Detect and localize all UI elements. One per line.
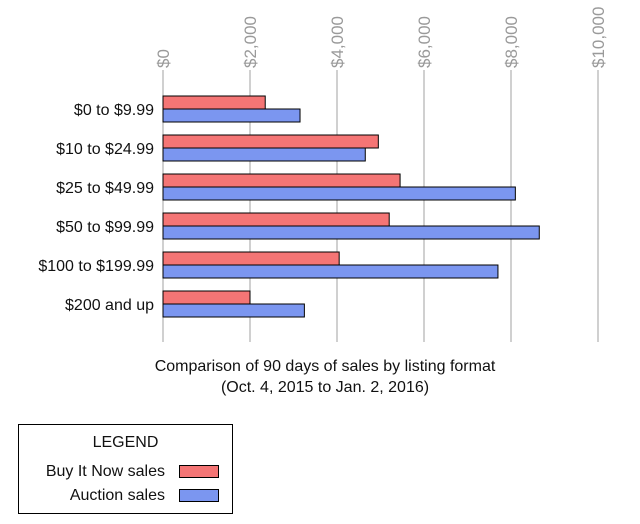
chart-caption-line1: Comparison of 90 days of sales by listin…	[155, 358, 496, 375]
legend-title: LEGEND	[92, 434, 159, 451]
category-label: $50 to $99.99	[56, 219, 154, 236]
bar-buy-it-now	[162, 134, 379, 149]
legend-swatch-auction	[179, 489, 219, 502]
x-tick-label: $2,000	[241, 16, 260, 68]
legend: LEGEND Buy It Now sales Auction sales	[18, 424, 233, 514]
bar-buy-it-now	[162, 173, 401, 188]
legend-item-auction: Auction sales	[19, 487, 232, 507]
category-label: $10 to $24.99	[56, 141, 154, 158]
legend-label-buy-it-now: Buy It Now sales	[45, 463, 165, 480]
legend-item-buy-it-now: Buy It Now sales	[19, 463, 232, 483]
x-tick-label: $10,000	[589, 7, 608, 68]
x-tick-label: $0	[154, 49, 173, 68]
chart-caption-line2: (Oct. 4, 2015 to Jan. 2, 2016)	[221, 379, 429, 396]
bars	[162, 95, 540, 318]
bar-auction	[162, 147, 366, 162]
bar-auction	[162, 264, 499, 279]
x-axis-tick-labels: $0 $2,000 $4,000 $6,000 $8,000 $10,000	[154, 7, 608, 68]
bar-auction	[162, 303, 305, 318]
category-label: $200 and up	[65, 297, 154, 314]
bar-auction	[162, 225, 540, 240]
bar-buy-it-now	[162, 95, 266, 110]
category-label: $25 to $49.99	[56, 180, 154, 197]
bar-buy-it-now	[162, 251, 340, 266]
bar-auction	[162, 108, 301, 123]
bar-auction	[162, 186, 516, 201]
category-label: $100 to $199.99	[38, 258, 154, 275]
x-tick-label: $6,000	[415, 16, 434, 68]
bar-buy-it-now	[162, 290, 251, 305]
legend-swatch-buy-it-now	[179, 465, 219, 478]
bar-buy-it-now	[162, 212, 390, 227]
x-tick-label: $8,000	[502, 16, 521, 68]
legend-label-auction: Auction sales	[69, 487, 165, 504]
category-label: $0 to $9.99	[74, 102, 154, 119]
y-axis-category-labels: $0 to $9.99 $10 to $24.99 $25 to $49.99 $50…	[38, 102, 154, 314]
x-tick-label: $4,000	[328, 16, 347, 68]
